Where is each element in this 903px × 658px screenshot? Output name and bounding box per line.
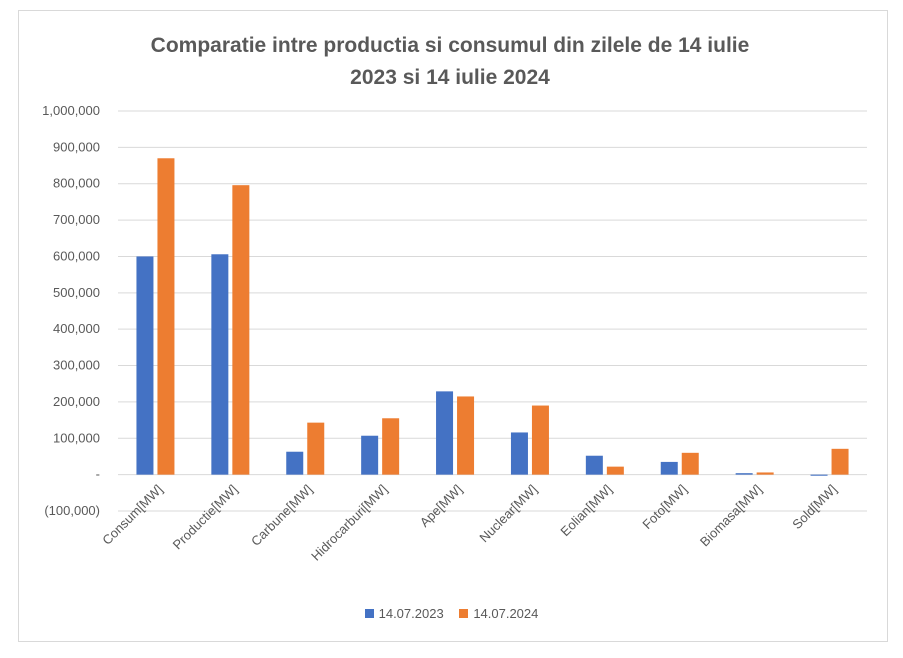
bar-2023 [436, 391, 454, 475]
x-tick-label: Eolian[MW] [557, 482, 615, 540]
y-tick-label: - [96, 467, 100, 482]
bar-2024 [382, 418, 400, 475]
bar-2023 [735, 473, 753, 475]
chart-title-line1: Comparatie intre productia si consumul d… [150, 34, 750, 57]
legend-item-2023: 14.07.2023 [364, 606, 444, 621]
bar-2023 [286, 451, 304, 475]
y-tick-label: (100,000) [44, 503, 100, 518]
bars [136, 158, 849, 476]
bar-2024 [606, 466, 624, 475]
bar-2024 [531, 405, 549, 475]
bar-2024 [756, 472, 774, 475]
y-tick-label: 600,000 [53, 248, 100, 263]
legend-swatch-2023 [364, 609, 374, 618]
x-tick-label: Nuclear[MW] [476, 482, 540, 546]
y-axis: 1,000,000 900,000 800,000 700,000 600,000 500… [42, 103, 100, 518]
bar-2023 [810, 474, 828, 476]
gridlines [118, 110, 867, 512]
x-tick-label: Foto[MW] [639, 482, 689, 532]
y-tick-label: 100,000 [53, 430, 100, 445]
bar-2024 [457, 396, 475, 475]
bar-2023 [136, 256, 154, 475]
x-tick-label: Productie[MW] [170, 482, 241, 553]
x-tick-label: Ape[MW] [417, 482, 465, 530]
legend-label-2023: 14.07.2023 [378, 606, 444, 621]
bar-2023 [660, 461, 678, 475]
x-tick-label: Hidrocarburi[MW] [308, 482, 390, 564]
y-tick-label: 400,000 [53, 321, 100, 336]
bar-2024 [157, 158, 175, 475]
y-tick-label: 800,000 [53, 176, 100, 191]
y-tick-label: 700,000 [53, 212, 100, 227]
y-tick-label: 200,000 [53, 394, 100, 409]
bar-2023 [211, 254, 229, 475]
y-tick-label: 1,000,000 [42, 103, 100, 118]
bar-2023 [585, 455, 603, 475]
x-axis: Consum[MW] Productie[MW] Carbune[MW]Hidroc… [99, 482, 839, 564]
legend-label-2024: 14.07.2024 [473, 606, 539, 621]
chart-title: Comparatie intre productia si consumul d… [20, 30, 880, 94]
bar-2024 [831, 448, 849, 475]
bar-2023 [510, 432, 528, 475]
y-tick-label: 300,000 [53, 358, 100, 373]
x-tick-label: Sold[MW] [789, 482, 839, 532]
bar-2024 [232, 185, 250, 475]
y-tick-label: 900,000 [53, 139, 100, 154]
x-tick-label: Carbune[MW] [248, 482, 315, 549]
legend: 14.07.2023 14.07.2024 [0, 606, 903, 621]
legend-swatch-2024 [459, 609, 469, 618]
bar-2023 [361, 435, 379, 475]
bar-2024 [307, 422, 325, 475]
bar-2024 [681, 452, 699, 475]
y-tick-label: 500,000 [53, 285, 100, 300]
legend-item-2024: 14.07.2024 [459, 606, 538, 621]
chart-title-line2: 2023 si 14 iulie 2024 [350, 66, 550, 89]
x-tick-label: Consum[MW] [99, 482, 165, 548]
x-tick-label: Biomasa[MW] [697, 482, 765, 550]
